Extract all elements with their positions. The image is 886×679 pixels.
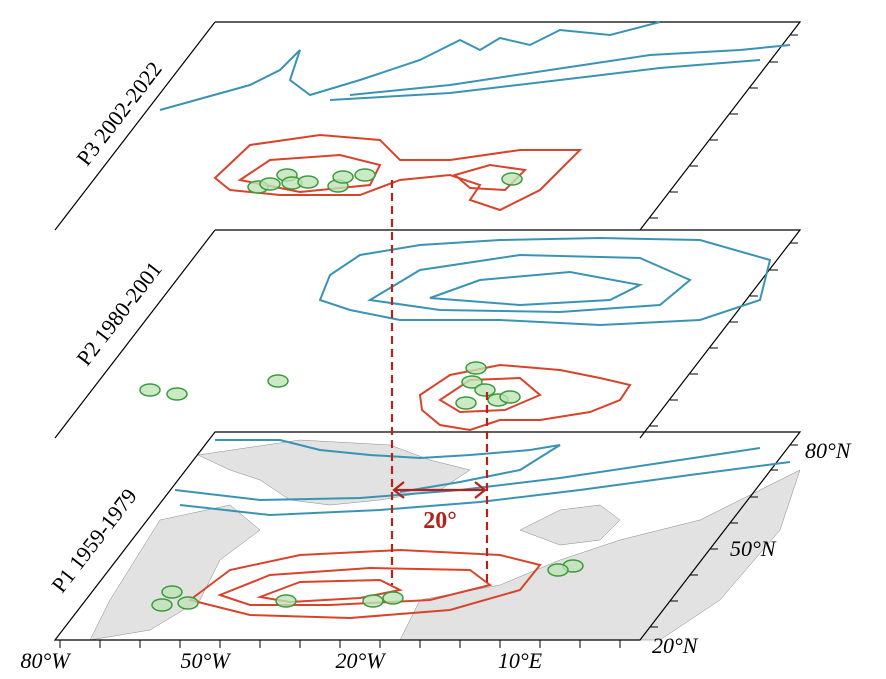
- shift-label: 20°: [423, 508, 457, 534]
- panel-frame: [54, 229, 802, 439]
- point: [259, 177, 281, 191]
- shape: [429, 270, 644, 307]
- point: [382, 591, 404, 605]
- shape: [89, 504, 261, 641]
- lat-label: 20°N: [652, 633, 699, 658]
- point: [455, 396, 477, 410]
- shape: [367, 253, 692, 314]
- shape: [650, 34, 798, 219]
- point: [139, 383, 161, 397]
- shape: [179, 461, 791, 517]
- shape: [215, 439, 561, 493]
- lon-label: 10°E: [498, 648, 543, 673]
- point: [297, 175, 319, 189]
- panel-label: P2 1980-2001: [71, 257, 167, 371]
- point: [461, 375, 483, 389]
- lon-label: 20°W: [335, 648, 386, 673]
- point: [161, 585, 183, 599]
- point: [267, 374, 289, 388]
- lon-label: 80°W: [20, 648, 71, 673]
- shape: [650, 444, 798, 628]
- shape: [392, 481, 487, 499]
- point: [465, 361, 487, 375]
- point: [332, 170, 354, 184]
- shape: [197, 439, 471, 506]
- shape: [213, 133, 583, 212]
- shape: [159, 21, 661, 111]
- shape: [349, 44, 791, 96]
- point: [501, 172, 523, 186]
- shape: [418, 363, 632, 432]
- panel-frame: [53, 431, 802, 641]
- lat-label: 50°N: [730, 536, 777, 561]
- shape: [329, 59, 761, 101]
- point: [474, 383, 496, 397]
- shape: [519, 504, 621, 546]
- panel-label: P3 2002-2022: [71, 57, 167, 171]
- point: [151, 598, 173, 612]
- point: [166, 387, 188, 401]
- lon-label: 50°W: [180, 648, 231, 673]
- point: [354, 168, 376, 182]
- shape: [650, 242, 798, 427]
- point: [362, 594, 384, 608]
- shape: [217, 566, 493, 606]
- shape: [237, 153, 382, 194]
- shape: [318, 236, 772, 327]
- point: [275, 594, 297, 608]
- point: [177, 596, 199, 610]
- point: [499, 390, 521, 404]
- panel-frame: [54, 21, 802, 231]
- shape: [59, 640, 621, 648]
- lat-label: 80°N: [805, 438, 852, 463]
- ticks: [59, 34, 798, 648]
- point: [547, 563, 569, 577]
- shift-marker: [390, 180, 489, 585]
- shape: [187, 548, 542, 620]
